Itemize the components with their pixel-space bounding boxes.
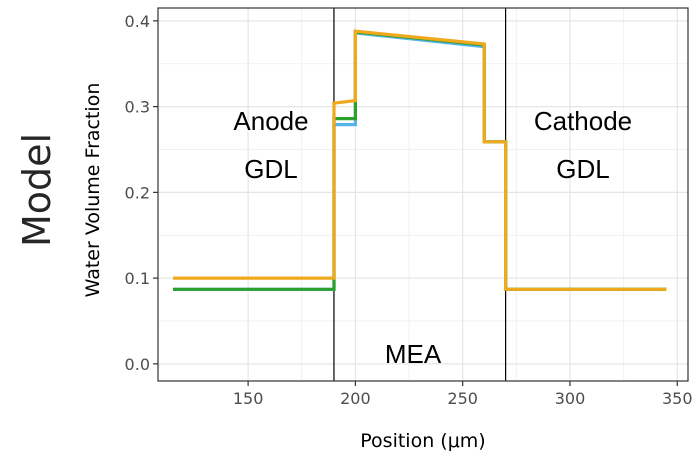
y-tick-label: 0.2 (125, 183, 150, 202)
y-tick-label: 0.1 (125, 269, 150, 288)
y-axis-title: Water Volume Fraction (82, 83, 104, 298)
x-tick-label: 250 (447, 389, 478, 408)
plot-panel: 150 200 250 300 350 0.0 0.1 0.2 0.3 0.4 Anode GDL Ca… (125, 7, 693, 408)
x-tick-label: 200 (340, 389, 371, 408)
series-line (173, 29, 667, 291)
anode-gdl-label: Anode (233, 106, 308, 136)
side-label: Model (15, 133, 59, 247)
y-tick-label: 0.0 (125, 355, 150, 374)
y-tick-label: 0.3 (125, 98, 150, 117)
cathode-gdl-label: Cathode (534, 106, 632, 136)
x-tick-label: 300 (555, 389, 586, 408)
cathode-gdl-label: GDL (556, 154, 609, 184)
mea-label: MEA (385, 339, 442, 369)
x-tick-label: 150 (233, 389, 264, 408)
x-tick-label: 350 (662, 389, 693, 408)
y-tick-label: 0.4 (125, 12, 150, 31)
x-axis-title: Position (μm) (360, 430, 485, 452)
anode-gdl-label: GDL (244, 154, 297, 184)
panel-border (157, 7, 689, 382)
